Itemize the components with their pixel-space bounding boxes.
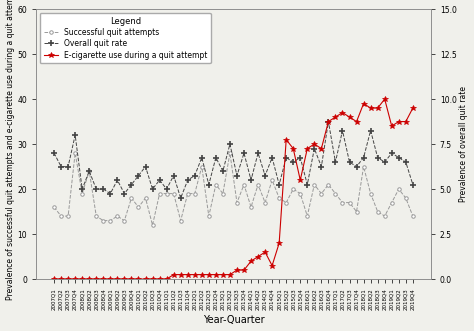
Legend: Successful quit attempts, Overall quit rate, E-cigarette use during a quit attem: Successful quit attempts, Overall quit r… (40, 13, 211, 64)
Successful quit attempts (283, 201, 289, 205)
E-cigarette use during a quit attempt (220, 273, 226, 277)
Successful quit attempts (86, 169, 92, 173)
Successful quit attempts (51, 205, 57, 209)
Successful quit attempts (150, 223, 155, 227)
E-cigarette use during a quit attempt (178, 273, 183, 277)
E-cigarette use during a quit attempt (269, 263, 275, 267)
Overall quit rate (51, 151, 57, 155)
Overall quit rate (291, 160, 296, 164)
E-cigarette use during a quit attempt (389, 124, 394, 128)
Overall quit rate (276, 183, 282, 187)
E-cigarette use during a quit attempt (79, 277, 85, 281)
Successful quit attempts (255, 183, 261, 187)
Successful quit attempts (297, 192, 303, 196)
Overall quit rate (79, 187, 85, 191)
Y-axis label: Prevalence of successful quit attempts and e-cigarette use during a quit attempt: Prevalence of successful quit attempts a… (6, 0, 15, 300)
Y-axis label: Prevalence of overall quit rate: Prevalence of overall quit rate (459, 86, 468, 202)
Successful quit attempts (192, 192, 198, 196)
Line: E-cigarette use during a quit attempt: E-cigarette use during a quit attempt (51, 96, 416, 282)
E-cigarette use during a quit attempt (382, 97, 388, 101)
X-axis label: Year-Quarter: Year-Quarter (202, 315, 264, 325)
Successful quit attempts (410, 214, 416, 218)
E-cigarette use during a quit attempt (51, 277, 57, 281)
Overall quit rate (410, 183, 416, 187)
Line: Successful quit attempts: Successful quit attempts (52, 151, 415, 227)
Overall quit rate (178, 196, 183, 200)
E-cigarette use during a quit attempt (283, 138, 289, 142)
Overall quit rate (227, 142, 233, 146)
E-cigarette use during a quit attempt (410, 106, 416, 110)
Overall quit rate (326, 119, 331, 123)
Overall quit rate (185, 178, 191, 182)
Line: Overall quit rate: Overall quit rate (51, 118, 416, 202)
Successful quit attempts (73, 151, 78, 155)
Overall quit rate (248, 178, 254, 182)
Successful quit attempts (234, 201, 240, 205)
